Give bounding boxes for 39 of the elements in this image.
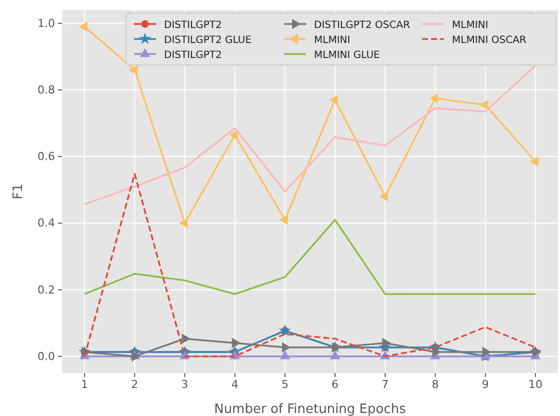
legend-label: MLMINI OSCAR: [452, 35, 526, 46]
x-tick-label: 3: [181, 378, 188, 391]
point: [278, 324, 291, 336]
y-tick-label: 0.0: [38, 350, 55, 363]
y-tick-label: 0.2: [38, 283, 55, 296]
legend-label: DISTILGPT2 OSCAR: [314, 20, 410, 31]
point: [479, 100, 488, 110]
point: [182, 334, 191, 344]
point: [530, 156, 538, 167]
x-tick-label: 7: [382, 378, 389, 391]
point: [330, 350, 340, 360]
x-axis-title: Number of Finetuning Epochs: [214, 402, 406, 416]
legend-label: MLMINI: [452, 20, 488, 31]
y-tick-label: 1.0: [38, 16, 55, 30]
x-tick-label: 4: [231, 378, 238, 391]
line-series: [84, 64, 536, 206]
x-tick-label: 6: [332, 378, 339, 391]
point: [232, 338, 241, 348]
legend-label: DISTILGPT2: [164, 50, 222, 61]
point: [329, 94, 338, 106]
legend-label: MLMINI: [314, 35, 350, 46]
y-tick-label: 0.6: [38, 150, 55, 164]
legend-label: DISTILGPT2: [164, 20, 222, 31]
line-series: [84, 218, 536, 295]
x-tick-label: 8: [432, 378, 439, 391]
point: [280, 350, 290, 360]
legend-label: DISTILGPT2 GLUE: [164, 35, 252, 46]
point: [279, 214, 288, 225]
legend-label: MLMINI GLUE: [314, 50, 380, 61]
y-tick-label: 0.8: [38, 83, 55, 96]
y-axis-title: F1: [11, 184, 26, 200]
y-tick-label: 0.4: [38, 216, 55, 230]
x-tick-label: 9: [482, 378, 489, 391]
x-tick-label: 5: [281, 378, 288, 391]
point: [379, 191, 388, 202]
x-tick-label: 1: [81, 378, 88, 391]
x-tick-label: 2: [131, 378, 138, 391]
x-tick-label: 10: [528, 378, 542, 391]
point: [429, 93, 438, 104]
